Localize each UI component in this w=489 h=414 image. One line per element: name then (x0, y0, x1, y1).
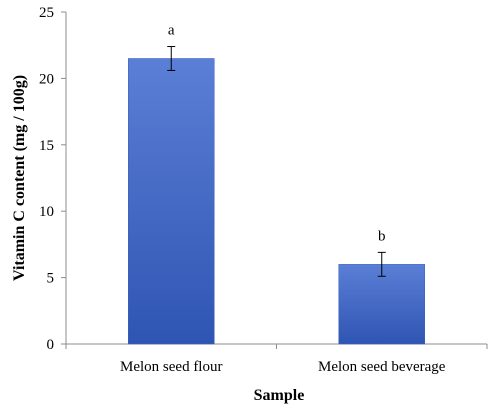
bar (338, 264, 425, 345)
y-tick-label: 10 (39, 204, 54, 220)
y-tick-label: 0 (47, 337, 55, 353)
x-category-label: Melon seed beverage (318, 359, 446, 375)
y-tick-label: 25 (39, 5, 54, 21)
y-axis-title: Vitamin C content (mg / 100g) (11, 75, 28, 281)
y-tick-label: 20 (39, 71, 54, 87)
y-tick-label: 5 (47, 271, 55, 287)
x-axis-title: Sample (254, 387, 305, 404)
y-tick-label: 15 (39, 138, 54, 154)
significance-label: a (168, 23, 175, 39)
x-category-label: Melon seed flour (120, 359, 222, 375)
bar (128, 58, 215, 345)
significance-label: b (378, 228, 386, 244)
